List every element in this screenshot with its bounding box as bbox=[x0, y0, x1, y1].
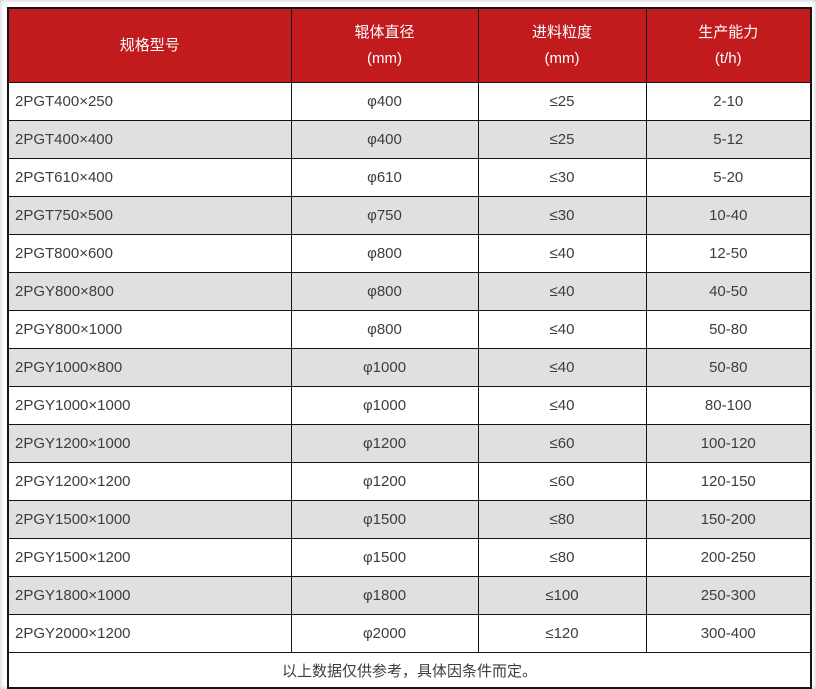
capacity-cell: 250-300 bbox=[645, 576, 812, 615]
table-row: 2PGT800×600 φ800 ≤40 12-50 bbox=[7, 234, 812, 273]
table-row: 2PGY800×800 φ800 ≤40 40-50 bbox=[7, 272, 812, 311]
table-row: 2PGY1500×1000 φ1500 ≤80 150-200 bbox=[7, 500, 812, 539]
column-header-model: 规格型号 bbox=[7, 7, 292, 83]
diameter-cell: φ1000 bbox=[290, 386, 479, 425]
header-row: 规格型号 辊体直径 (mm) 进料粒度 (mm) 生产能力 (t/h) bbox=[7, 7, 812, 83]
model-cell: 2PGY1000×1000 bbox=[7, 386, 292, 425]
spec-table-footer: 以上数据仅供参考，具体因条件而定。 bbox=[7, 652, 812, 689]
model-cell: 2PGY2000×1200 bbox=[7, 614, 292, 653]
table-row: 2PGY1500×1200 φ1500 ≤80 200-250 bbox=[7, 538, 812, 577]
column-header-feed-size-unit: (mm) bbox=[544, 49, 580, 67]
model-cell: 2PGT750×500 bbox=[7, 196, 292, 235]
feed-size-cell: ≤60 bbox=[477, 424, 647, 463]
table-row: 2PGY2000×1200 φ2000 ≤120 300-400 bbox=[7, 614, 812, 653]
footer-note: 以上数据仅供参考，具体因条件而定。 bbox=[7, 652, 812, 689]
feed-size-cell: ≤100 bbox=[477, 576, 647, 615]
capacity-cell: 120-150 bbox=[645, 462, 812, 501]
diameter-cell: φ2000 bbox=[290, 614, 479, 653]
table-row: 2PGT750×500 φ750 ≤30 10-40 bbox=[7, 196, 812, 235]
capacity-cell: 40-50 bbox=[645, 272, 812, 311]
table-row: 2PGT610×400 φ610 ≤30 5-20 bbox=[7, 158, 812, 197]
model-cell: 2PGY1000×800 bbox=[7, 348, 292, 387]
feed-size-cell: ≤40 bbox=[477, 234, 647, 273]
model-cell: 2PGY800×800 bbox=[7, 272, 292, 311]
diameter-cell: φ1500 bbox=[290, 538, 479, 577]
diameter-cell: φ610 bbox=[290, 158, 479, 197]
diameter-cell: φ800 bbox=[290, 234, 479, 273]
table-row: 2PGT400×250 φ400 ≤25 2-10 bbox=[7, 82, 812, 121]
feed-size-cell: ≤25 bbox=[477, 120, 647, 159]
capacity-cell: 10-40 bbox=[645, 196, 812, 235]
table-row: 2PGY1000×800 φ1000 ≤40 50-80 bbox=[7, 348, 812, 387]
column-header-capacity: 生产能力 (t/h) bbox=[645, 7, 812, 83]
diameter-cell: φ1200 bbox=[290, 424, 479, 463]
capacity-cell: 300-400 bbox=[645, 614, 812, 653]
spec-table-header: 规格型号 辊体直径 (mm) 进料粒度 (mm) 生产能力 (t/h) bbox=[7, 7, 812, 83]
feed-size-cell: ≤30 bbox=[477, 158, 647, 197]
column-header-feed-size: 进料粒度 (mm) bbox=[477, 7, 647, 83]
model-cell: 2PGY800×1000 bbox=[7, 310, 292, 349]
feed-size-cell: ≤25 bbox=[477, 82, 647, 121]
spec-table-body: 2PGT400×250 φ400 ≤25 2-10 2PGT400×400 φ400 ≤25… bbox=[7, 82, 812, 653]
table-row: 2PGY1200×1000 φ1200 ≤60 100-120 bbox=[7, 424, 812, 463]
capacity-cell: 100-120 bbox=[645, 424, 812, 463]
feed-size-cell: ≤40 bbox=[477, 386, 647, 425]
column-header-capacity-unit: (t/h) bbox=[714, 49, 742, 67]
capacity-cell: 200-250 bbox=[645, 538, 812, 577]
diameter-cell: φ800 bbox=[290, 310, 479, 349]
column-header-feed-size-label: 进料粒度 bbox=[531, 23, 592, 41]
feed-size-cell: ≤40 bbox=[477, 272, 647, 311]
column-header-diameter: 辊体直径 (mm) bbox=[290, 7, 479, 83]
table-row: 2PGY1800×1000 φ1800 ≤100 250-300 bbox=[7, 576, 812, 615]
capacity-cell: 2-10 bbox=[645, 82, 812, 121]
diameter-cell: φ800 bbox=[290, 272, 479, 311]
table-row: 2PGT400×400 φ400 ≤25 5-12 bbox=[7, 120, 812, 159]
feed-size-cell: ≤80 bbox=[477, 538, 647, 577]
diameter-cell: φ400 bbox=[290, 120, 479, 159]
feed-size-cell: ≤30 bbox=[477, 196, 647, 235]
feed-size-cell: ≤60 bbox=[477, 462, 647, 501]
model-cell: 2PGY1500×1000 bbox=[7, 500, 292, 539]
model-cell: 2PGY1800×1000 bbox=[7, 576, 292, 615]
table-row: 2PGY1200×1200 φ1200 ≤60 120-150 bbox=[7, 462, 812, 501]
feed-size-cell: ≤40 bbox=[477, 310, 647, 349]
feed-size-cell: ≤120 bbox=[477, 614, 647, 653]
diameter-cell: φ1000 bbox=[290, 348, 479, 387]
model-cell: 2PGT800×600 bbox=[7, 234, 292, 273]
column-header-diameter-label: 辊体直径 bbox=[354, 23, 415, 41]
capacity-cell: 50-80 bbox=[645, 348, 812, 387]
spec-table: 规格型号 辊体直径 (mm) 进料粒度 (mm) 生产能力 (t/h) 2PGT… bbox=[7, 7, 812, 689]
diameter-cell: φ1500 bbox=[290, 500, 479, 539]
diameter-cell: φ1200 bbox=[290, 462, 479, 501]
column-header-diameter-unit: (mm) bbox=[367, 49, 402, 67]
model-cell: 2PGY1500×1200 bbox=[7, 538, 292, 577]
model-cell: 2PGY1200×1000 bbox=[7, 424, 292, 463]
model-cell: 2PGT400×250 bbox=[7, 82, 292, 121]
diameter-cell: φ750 bbox=[290, 196, 479, 235]
capacity-cell: 5-20 bbox=[645, 158, 812, 197]
capacity-cell: 150-200 bbox=[645, 500, 812, 539]
model-cell: 2PGT400×400 bbox=[7, 120, 292, 159]
column-header-model-label: 规格型号 bbox=[119, 36, 180, 54]
capacity-cell: 50-80 bbox=[645, 310, 812, 349]
diameter-cell: φ1800 bbox=[290, 576, 479, 615]
model-cell: 2PGY1200×1200 bbox=[7, 462, 292, 501]
table-row: 2PGY1000×1000 φ1000 ≤40 80-100 bbox=[7, 386, 812, 425]
feed-size-cell: ≤40 bbox=[477, 348, 647, 387]
model-cell: 2PGT610×400 bbox=[7, 158, 292, 197]
footer-row: 以上数据仅供参考，具体因条件而定。 bbox=[7, 652, 812, 689]
capacity-cell: 12-50 bbox=[645, 234, 812, 273]
capacity-cell: 5-12 bbox=[645, 120, 812, 159]
table-row: 2PGY800×1000 φ800 ≤40 50-80 bbox=[7, 310, 812, 349]
column-header-capacity-label: 生产能力 bbox=[698, 23, 759, 41]
capacity-cell: 80-100 bbox=[645, 386, 812, 425]
feed-size-cell: ≤80 bbox=[477, 500, 647, 539]
diameter-cell: φ400 bbox=[290, 82, 479, 121]
